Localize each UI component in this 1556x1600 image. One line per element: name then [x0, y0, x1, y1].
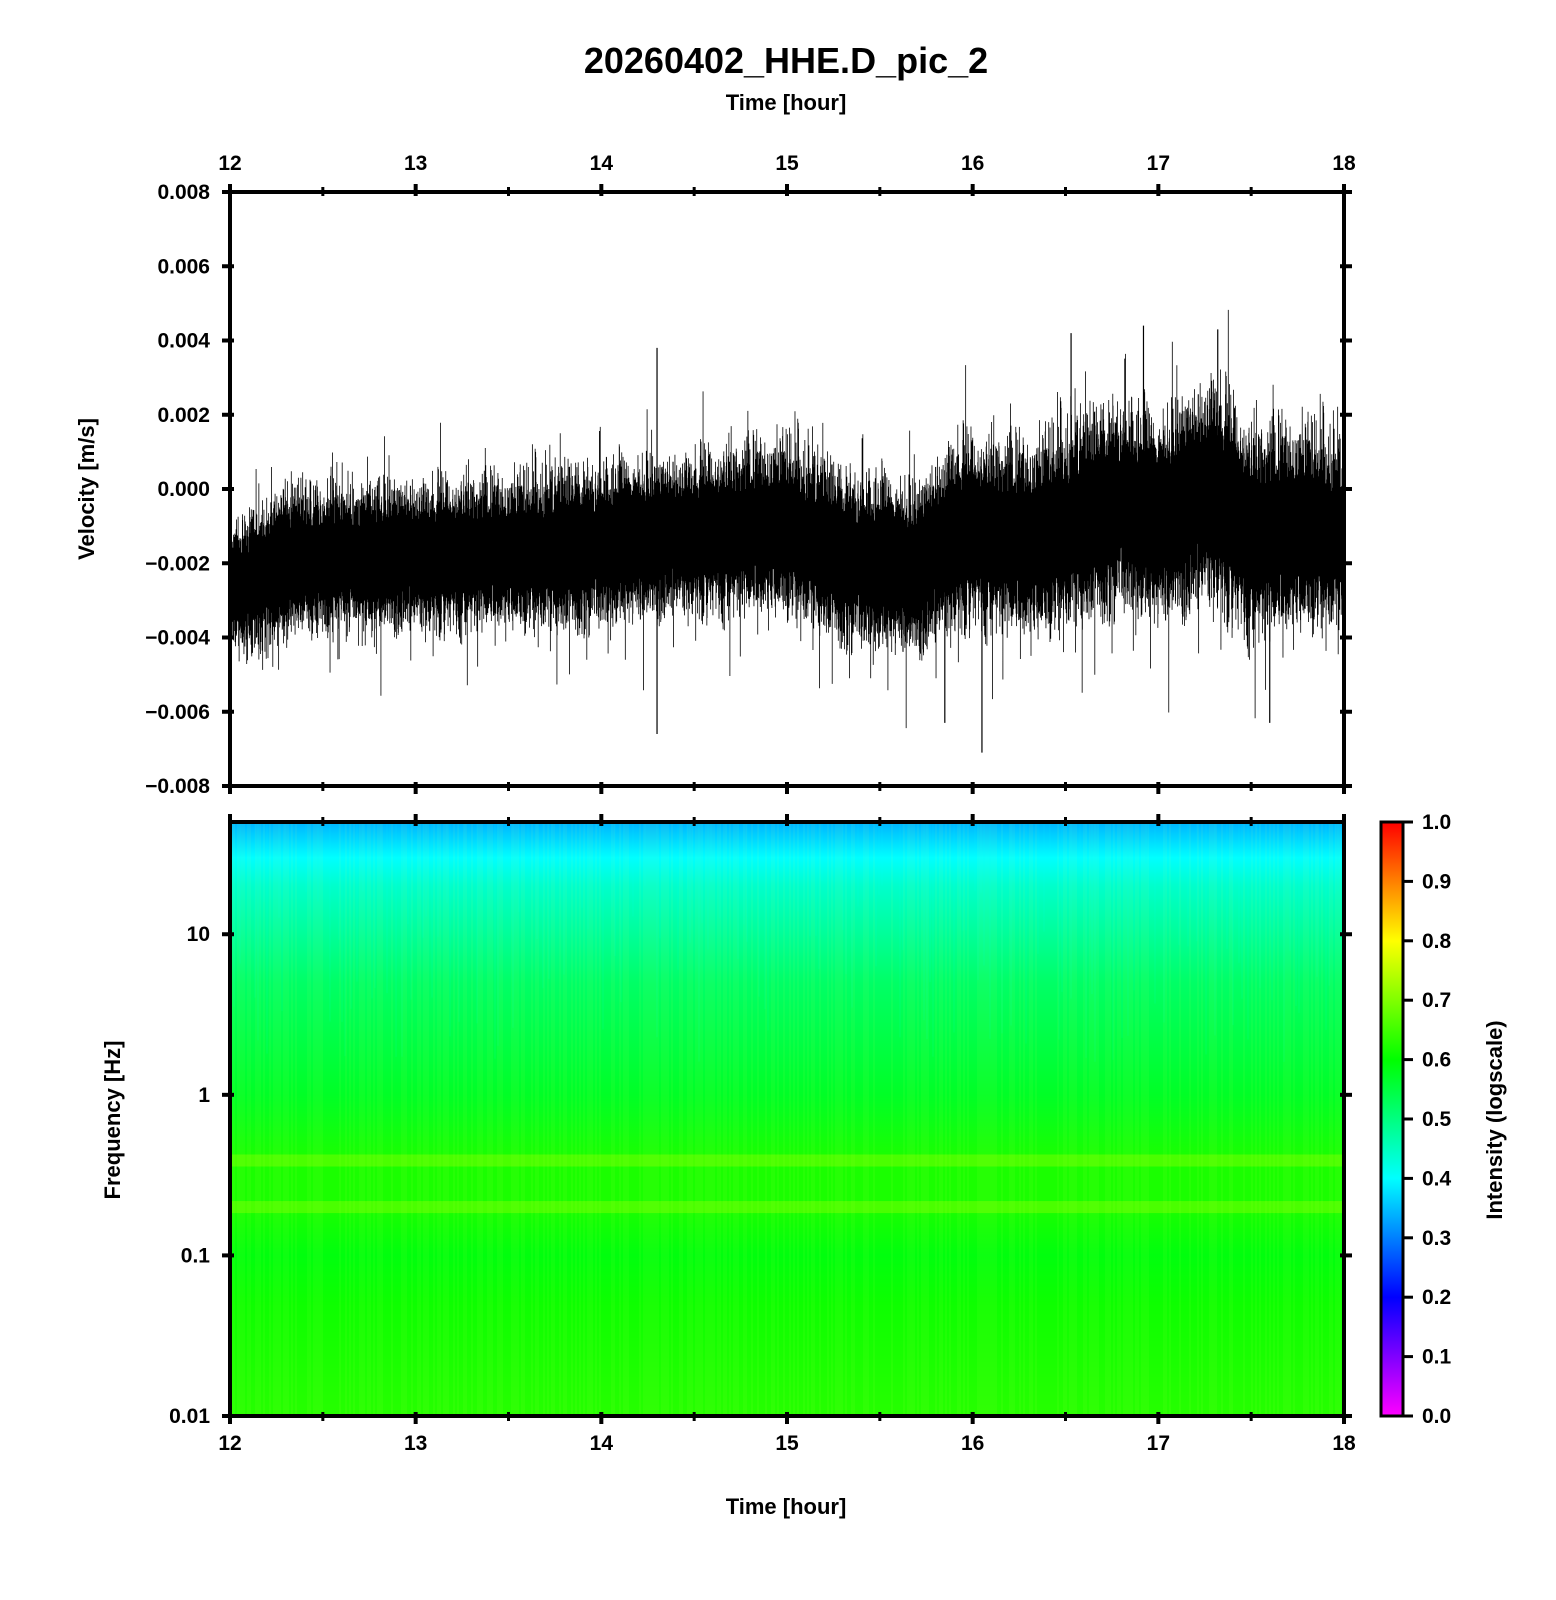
waveform-ytick-label: 0.002: [157, 404, 210, 427]
waveform-ytick-label: −0.006: [145, 701, 210, 724]
top-xtick-label-15: 15: [775, 152, 799, 175]
colorbar-tick-label: 0.1: [1422, 1346, 1452, 1369]
spectrogram-ytick-label: 0.1: [181, 1244, 211, 1267]
waveform-ytick-label: −0.008: [145, 775, 210, 798]
top-xtick-label-18: 18: [1332, 152, 1356, 175]
colorbar: 1.0 0.9 0.8 0.7 0.6 0.5 0.4 0.3 0.2 0.1 0.0 Intens…: [1379, 811, 1507, 1428]
waveform-ytick-label: −0.002: [145, 552, 210, 575]
waveform-panel: 12 13 14 15 16 17 18 0.008 0.006 0.004 0.002 0.000 −…: [74, 152, 1356, 798]
spectrogram-y-axis-title: Frequency [Hz]: [100, 1041, 125, 1200]
top-xtick-label-13: 13: [404, 152, 427, 175]
spectrogram-heatmap: [230, 822, 1344, 1416]
bottom-xtick-label-12: 12: [218, 1432, 241, 1455]
waveform-ytick-label: −0.004: [145, 627, 210, 650]
spectrogram-ytick-label: 10: [187, 923, 210, 946]
spectrogram-band-0: [230, 1154, 1344, 1167]
bottom-xtick-label-13: 13: [404, 1432, 427, 1455]
colorbar-tick-label: 0.6: [1422, 1049, 1451, 1072]
spectrogram-ytick-label: 1: [198, 1084, 210, 1107]
bottom-xtick-label-17: 17: [1147, 1432, 1170, 1455]
colorbar-tick-label: 0.9: [1422, 870, 1451, 893]
colorbar-tick-label: 0.3: [1422, 1227, 1451, 1250]
colorbar-tick-label: 1.0: [1422, 811, 1451, 834]
waveform-ytick-label: 0.004: [157, 330, 210, 353]
spectrogram-bands: [230, 1154, 1344, 1214]
waveform-ticks: 12 13 14 15 16 17 18 0.008 0.006 0.004 0.002 0.000 −…: [145, 152, 1356, 798]
bottom-xtick-label-18: 18: [1332, 1432, 1356, 1455]
top-xtick-label-16: 16: [961, 152, 984, 175]
top-xtick-label-12: 12: [218, 152, 241, 175]
spectrogram-texture: [229, 822, 1341, 1416]
chart-title: 20260402_HHE.D_pic_2: [584, 40, 988, 81]
colorbar-tick-label: 0.5: [1422, 1108, 1452, 1131]
colorbar-tick-label: 0.7: [1422, 989, 1451, 1012]
waveform-trace: [229, 309, 1345, 753]
colorbar-tick-label: 0.2: [1422, 1286, 1451, 1309]
colorbar-ticks: 1.0 0.9 0.8 0.7 0.6 0.5 0.4 0.3 0.2 0.1 0.0: [1403, 811, 1452, 1428]
top-xtick-label-17: 17: [1147, 152, 1170, 175]
waveform-ytick-label: 0.000: [157, 478, 210, 501]
bottom-xtick-label-16: 16: [961, 1432, 984, 1455]
colorbar-tick-label: 0.4: [1422, 1167, 1452, 1190]
colorbar-title: Intensity (logscale): [1482, 1020, 1507, 1219]
colorbar-tick-label: 0.8: [1422, 930, 1452, 953]
colorbar-tick-label: 0.0: [1422, 1405, 1451, 1428]
top-x-axis-title: Time [hour]: [726, 90, 847, 115]
bottom-x-axis-title: Time [hour]: [726, 1494, 847, 1519]
top-xtick-label-14: 14: [590, 152, 614, 175]
bottom-xtick-label-15: 15: [775, 1432, 799, 1455]
spectrogram-ticks: 12 13 14 15 16 17 18 10 1 0.1 0.01: [169, 814, 1356, 1455]
waveform-y-axis-title: Velocity [m/s]: [74, 418, 99, 560]
waveform-ytick-label: 0.006: [157, 255, 210, 278]
colorbar-gradient: [1379, 820, 1405, 1418]
spectrogram-band-1: [230, 1201, 1344, 1214]
bottom-xtick-label-14: 14: [590, 1432, 614, 1455]
waveform-ytick-label: 0.008: [157, 181, 210, 204]
spectrogram-ytick-label: 0.01: [169, 1405, 210, 1428]
